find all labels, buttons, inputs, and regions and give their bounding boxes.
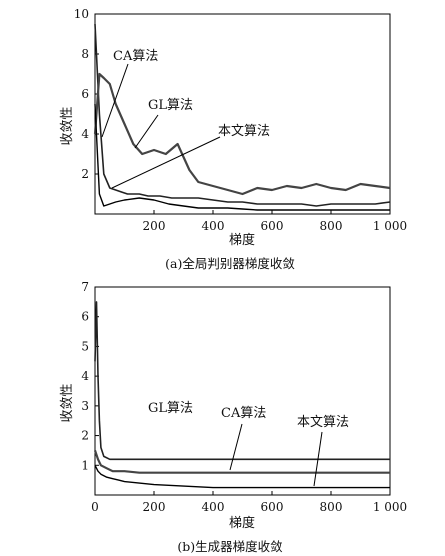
caption-a: (a)全局判别器梯度收敛 — [165, 256, 295, 271]
x-tick-label: 400 — [202, 500, 225, 514]
y-axis-label-a: 收敛性 — [59, 106, 75, 145]
x-ticks-a: 200 400 600 800 1 000 — [94, 210, 407, 233]
panel-a-global-discriminator: 2 4 6 8 10 200 400 600 800 1 000 收敛性 梯度 (a)全局判别器… — [59, 7, 407, 271]
x-tick-label: 0 — [91, 500, 99, 514]
series-line-2 — [94, 464, 390, 489]
y-tick-label: 7 — [81, 280, 89, 294]
series-line-0 — [94, 301, 390, 461]
annotation-ca-b: CA算法 — [221, 406, 266, 421]
annotation-ca-b-pointer — [229, 423, 243, 471]
x-tick-label: 1 000 — [373, 219, 407, 233]
series-line-0 — [94, 23, 391, 207]
series-b — [93, 301, 390, 489]
caption-b: (b)生成器梯度收敛 — [177, 539, 283, 554]
x-tick-label: 200 — [143, 500, 166, 514]
y-tick-label: 2 — [81, 167, 89, 181]
annotation-ca-a: CA算法 — [113, 49, 158, 64]
series-a — [93, 23, 391, 211]
annotation-gl-a: GL算法 — [148, 98, 193, 113]
annotation-gl-a-pointer — [134, 114, 159, 149]
y-tick-label: 3 — [81, 399, 89, 413]
annotation-ours-a: 本文算法 — [218, 124, 270, 139]
y-axis-label-b: 收敛性 — [59, 383, 75, 422]
series-line-1 — [93, 450, 390, 474]
series-line-2 — [94, 103, 390, 211]
y-tick-label: 1 — [81, 458, 89, 472]
annotation-ours-b: 本文算法 — [297, 415, 349, 430]
x-tick-label: 400 — [202, 219, 225, 233]
panel-b-generator: 1 2 3 4 5 6 7 0 200 400 600 800 1 000 收敛性 梯度 (b)生成器… — [59, 280, 407, 554]
annotation-ca-a-pointer — [101, 63, 129, 138]
series-line-1 — [93, 72, 391, 196]
y-tick-label: 2 — [81, 429, 89, 443]
y-tick-label: 4 — [81, 369, 89, 383]
x-tick-label: 800 — [320, 500, 343, 514]
x-tick-label: 1 000 — [373, 500, 407, 514]
y-tick-label: 8 — [81, 47, 89, 61]
plot-frame-b — [94, 286, 391, 496]
x-axis-label-a: 梯度 — [229, 232, 255, 248]
annotation-gl-b: GL算法 — [148, 401, 193, 416]
x-tick-label: 800 — [320, 219, 343, 233]
y-tick-label: 5 — [81, 339, 89, 353]
y-tick-label: 6 — [81, 310, 89, 324]
x-tick-label: 200 — [143, 219, 166, 233]
x-tick-label: 600 — [261, 500, 284, 514]
y-tick-label: 4 — [81, 127, 89, 141]
annotation-ours-b-pointer — [313, 431, 323, 487]
x-ticks-b: 0 200 400 600 800 1 000 — [91, 491, 407, 514]
x-axis-label-b: 梯度 — [229, 515, 255, 531]
y-tick-label: 10 — [74, 7, 89, 21]
y-tick-label: 6 — [81, 87, 89, 101]
x-tick-label: 600 — [261, 219, 284, 233]
plot-frame-a — [94, 13, 391, 215]
annotation-ours-a-pointer — [111, 136, 221, 189]
